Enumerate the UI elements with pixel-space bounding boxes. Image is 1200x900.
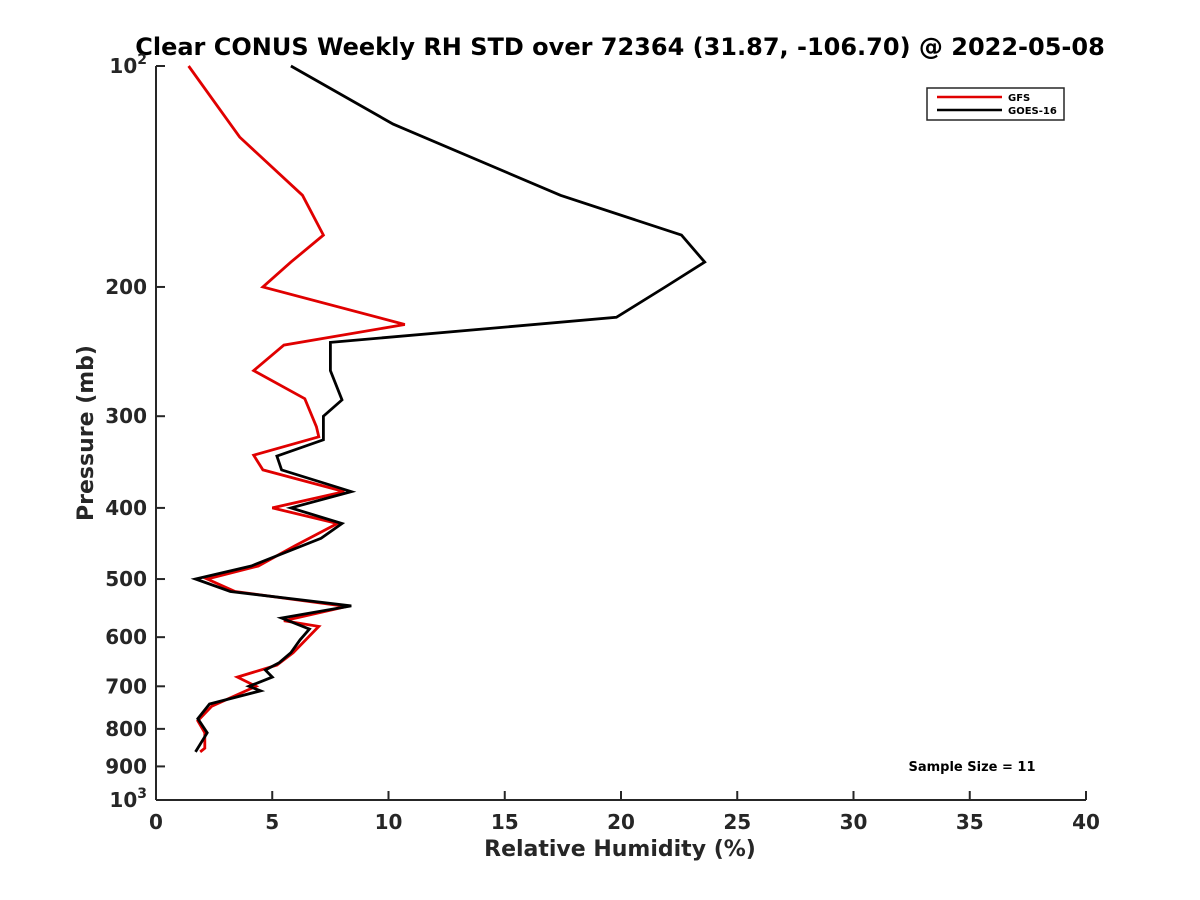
- x-tick-label: 25: [723, 810, 751, 834]
- series-line-goes-16: [190, 64, 707, 753]
- legend: GFS GOES-16: [926, 87, 1065, 121]
- x-ticks: 0 5 10 15 20 25 30 35 40: [149, 791, 1100, 834]
- y-tick-label: 700: [105, 674, 147, 698]
- y-ticks: 102 200 300 400 500 600 700 800 900 103: [105, 52, 165, 812]
- x-tick-label: 20: [607, 810, 635, 834]
- legend-box: [926, 87, 1065, 121]
- x-tick-label: 0: [149, 810, 163, 834]
- y-tick-label: 900: [105, 754, 147, 778]
- x-tick-label: 5: [265, 810, 279, 834]
- plot-area: [156, 66, 1086, 800]
- y-tick-label: 102: [109, 52, 147, 78]
- x-axis-label: Relative Humidity (%): [484, 837, 756, 862]
- legend-label-gfs: GFS: [1008, 93, 1030, 104]
- y-axis-label: Pressure (mb): [74, 345, 99, 521]
- y-tick-label: 200: [105, 275, 147, 299]
- legend-label-goes16: GOES-16: [1008, 106, 1057, 117]
- y-tick-label: 103: [109, 786, 147, 812]
- chart-title: Clear CONUS Weekly RH STD over 72364 (31…: [135, 33, 1105, 61]
- x-tick-label: 10: [375, 810, 403, 834]
- x-tick-label: 30: [840, 810, 868, 834]
- y-tick-label: 500: [105, 567, 147, 591]
- series-layer: [187, 64, 707, 753]
- y-tick-label: 800: [105, 717, 147, 741]
- x-tick-label: 40: [1072, 810, 1100, 834]
- y-tick-label: 600: [105, 625, 147, 649]
- y-tick-label: 400: [105, 496, 147, 520]
- x-tick-label: 35: [956, 810, 984, 834]
- sample-size-annotation: Sample Size = 11: [908, 760, 1035, 775]
- y-tick-label: 300: [105, 404, 147, 428]
- x-tick-label: 15: [491, 810, 519, 834]
